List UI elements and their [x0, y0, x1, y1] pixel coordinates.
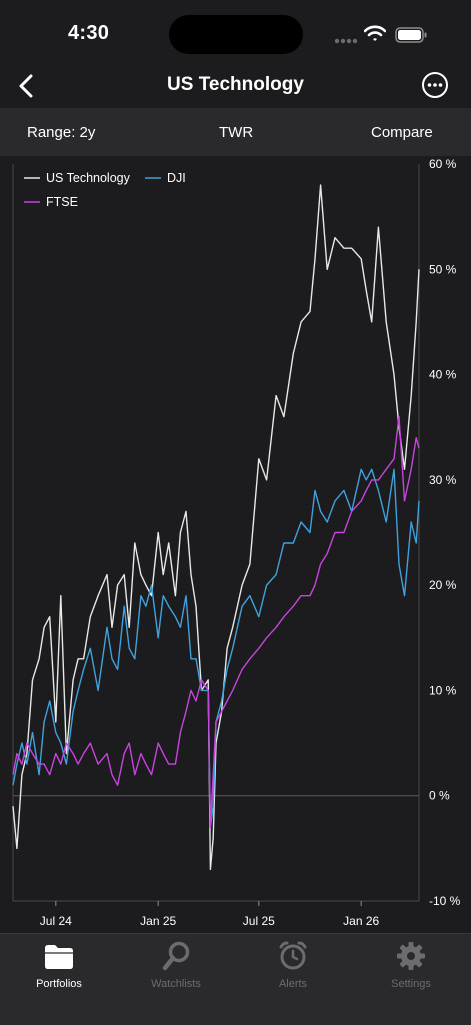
- tab-label: Alerts: [278, 978, 308, 990]
- chevron-left-icon: [19, 74, 33, 98]
- status-bar: 4:30: [0, 0, 471, 62]
- tab-portfolios[interactable]: Portfolios: [9, 940, 109, 998]
- tab-label: Settings: [391, 978, 431, 990]
- dynamic-island: [169, 15, 303, 54]
- cellular-signal-icon: [334, 38, 358, 44]
- series-line-ftse: [12, 416, 420, 828]
- twr-button[interactable]: TWR: [219, 124, 254, 141]
- alarm-clock-icon: [279, 941, 307, 970]
- legend-label: FTSE: [46, 195, 78, 209]
- compare-button[interactable]: Compare: [371, 124, 433, 141]
- page-title: US Technology: [167, 74, 304, 95]
- legend-label: DJI: [167, 171, 186, 185]
- status-time: 4:30: [68, 22, 110, 44]
- ellipsis-circle-icon[interactable]: [420, 70, 450, 100]
- tab-label: Portfolios: [36, 978, 82, 990]
- chart-controls: Range: 2y TWR Compare: [0, 108, 471, 156]
- magnifier-icon: [162, 941, 190, 971]
- range-button[interactable]: Range: 2y: [27, 124, 96, 141]
- wifi-icon: [364, 25, 386, 41]
- y-tick-label: 40 %: [429, 368, 457, 382]
- chart-svg: -10 % 0 % 10 % 20 % 30 % 40 % 50 % 60 % Jul 24 J…: [12, 157, 461, 928]
- y-tick-label: 30 %: [429, 473, 457, 487]
- gear-icon: [397, 942, 425, 970]
- battery-icon: [395, 27, 427, 43]
- y-tick-label: 20 %: [429, 578, 457, 592]
- tab-bar: Portfolios Watchlists Alerts: [0, 933, 471, 1025]
- legend-label: US Technology: [46, 171, 131, 185]
- y-tick-label: -10 %: [429, 894, 461, 908]
- y-tick-label: 0 %: [429, 789, 450, 803]
- tab-alerts[interactable]: Alerts: [243, 940, 343, 998]
- performance-chart[interactable]: -10 % 0 % 10 % 20 % 30 % 40 % 50 % 60 % Jul 24 J…: [0, 156, 471, 933]
- x-tick-label: Jul 24: [40, 914, 72, 928]
- y-tick-label: 50 %: [429, 262, 457, 276]
- x-tick-label: Jan 25: [140, 914, 176, 928]
- tab-settings[interactable]: Settings: [361, 940, 461, 998]
- y-tick-label: 60 %: [429, 157, 457, 171]
- tab-watchlists[interactable]: Watchlists: [126, 940, 226, 998]
- x-tick-label: Jan 26: [343, 914, 379, 928]
- x-tick-label: Jul 25: [243, 914, 275, 928]
- y-tick-label: 10 %: [429, 683, 457, 697]
- series-line-dji: [12, 468, 420, 828]
- folder-icon: [45, 945, 73, 969]
- back-button[interactable]: [8, 68, 44, 104]
- series-line-us-technology: [12, 184, 420, 871]
- navigation-bar: US Technology: [0, 62, 471, 108]
- tab-label: Watchlists: [151, 978, 201, 990]
